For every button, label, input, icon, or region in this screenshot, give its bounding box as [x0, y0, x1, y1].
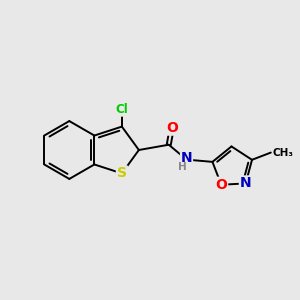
- Text: N: N: [240, 176, 251, 190]
- Text: O: O: [166, 121, 178, 135]
- Text: H: H: [178, 162, 187, 172]
- Text: CH₃: CH₃: [272, 148, 293, 158]
- Text: O: O: [215, 178, 227, 192]
- Text: Cl: Cl: [116, 103, 128, 116]
- Text: S: S: [117, 167, 127, 180]
- Text: N: N: [181, 151, 192, 165]
